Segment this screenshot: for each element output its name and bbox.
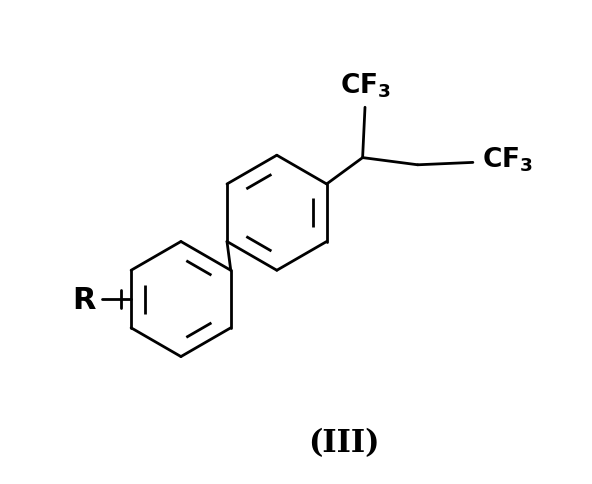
Text: $\mathbf{CF_3}$: $\mathbf{CF_3}$ [481,145,533,173]
Text: $\mathbf{R}$: $\mathbf{R}$ [72,284,96,315]
Text: $\mathbf{CF_3}$: $\mathbf{CF_3}$ [340,71,391,99]
Text: (III): (III) [308,427,379,458]
